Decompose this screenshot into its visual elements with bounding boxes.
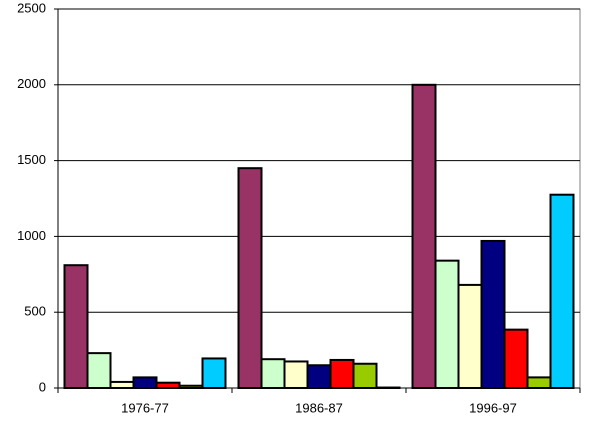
bar bbox=[237, 167, 263, 389]
bar bbox=[503, 328, 529, 390]
y-tick-label: 0 bbox=[39, 379, 46, 394]
bar bbox=[549, 193, 575, 389]
bar bbox=[86, 352, 112, 389]
bar bbox=[63, 264, 89, 390]
bar bbox=[434, 259, 460, 390]
bar bbox=[411, 83, 437, 390]
y-tick-label: 2500 bbox=[17, 0, 46, 15]
y-tick-label: 500 bbox=[24, 304, 46, 319]
x-tick-label: 1986-87 bbox=[295, 400, 343, 415]
bar bbox=[132, 376, 158, 390]
bar bbox=[109, 380, 135, 390]
bar bbox=[283, 360, 309, 390]
y-tick-label: 1000 bbox=[17, 228, 46, 243]
y-tick-label: 2000 bbox=[17, 76, 46, 91]
bar bbox=[526, 376, 552, 390]
bar bbox=[457, 283, 483, 389]
x-tick-label: 1996-97 bbox=[469, 400, 517, 415]
bar bbox=[329, 358, 355, 390]
bar bbox=[480, 239, 506, 389]
bar bbox=[201, 357, 227, 389]
y-tick-label: 1500 bbox=[17, 152, 46, 167]
bar bbox=[352, 362, 378, 389]
x-tick-label: 1976-77 bbox=[121, 400, 169, 415]
bar bbox=[306, 364, 332, 390]
bar bbox=[155, 381, 181, 389]
bar bbox=[260, 358, 286, 390]
